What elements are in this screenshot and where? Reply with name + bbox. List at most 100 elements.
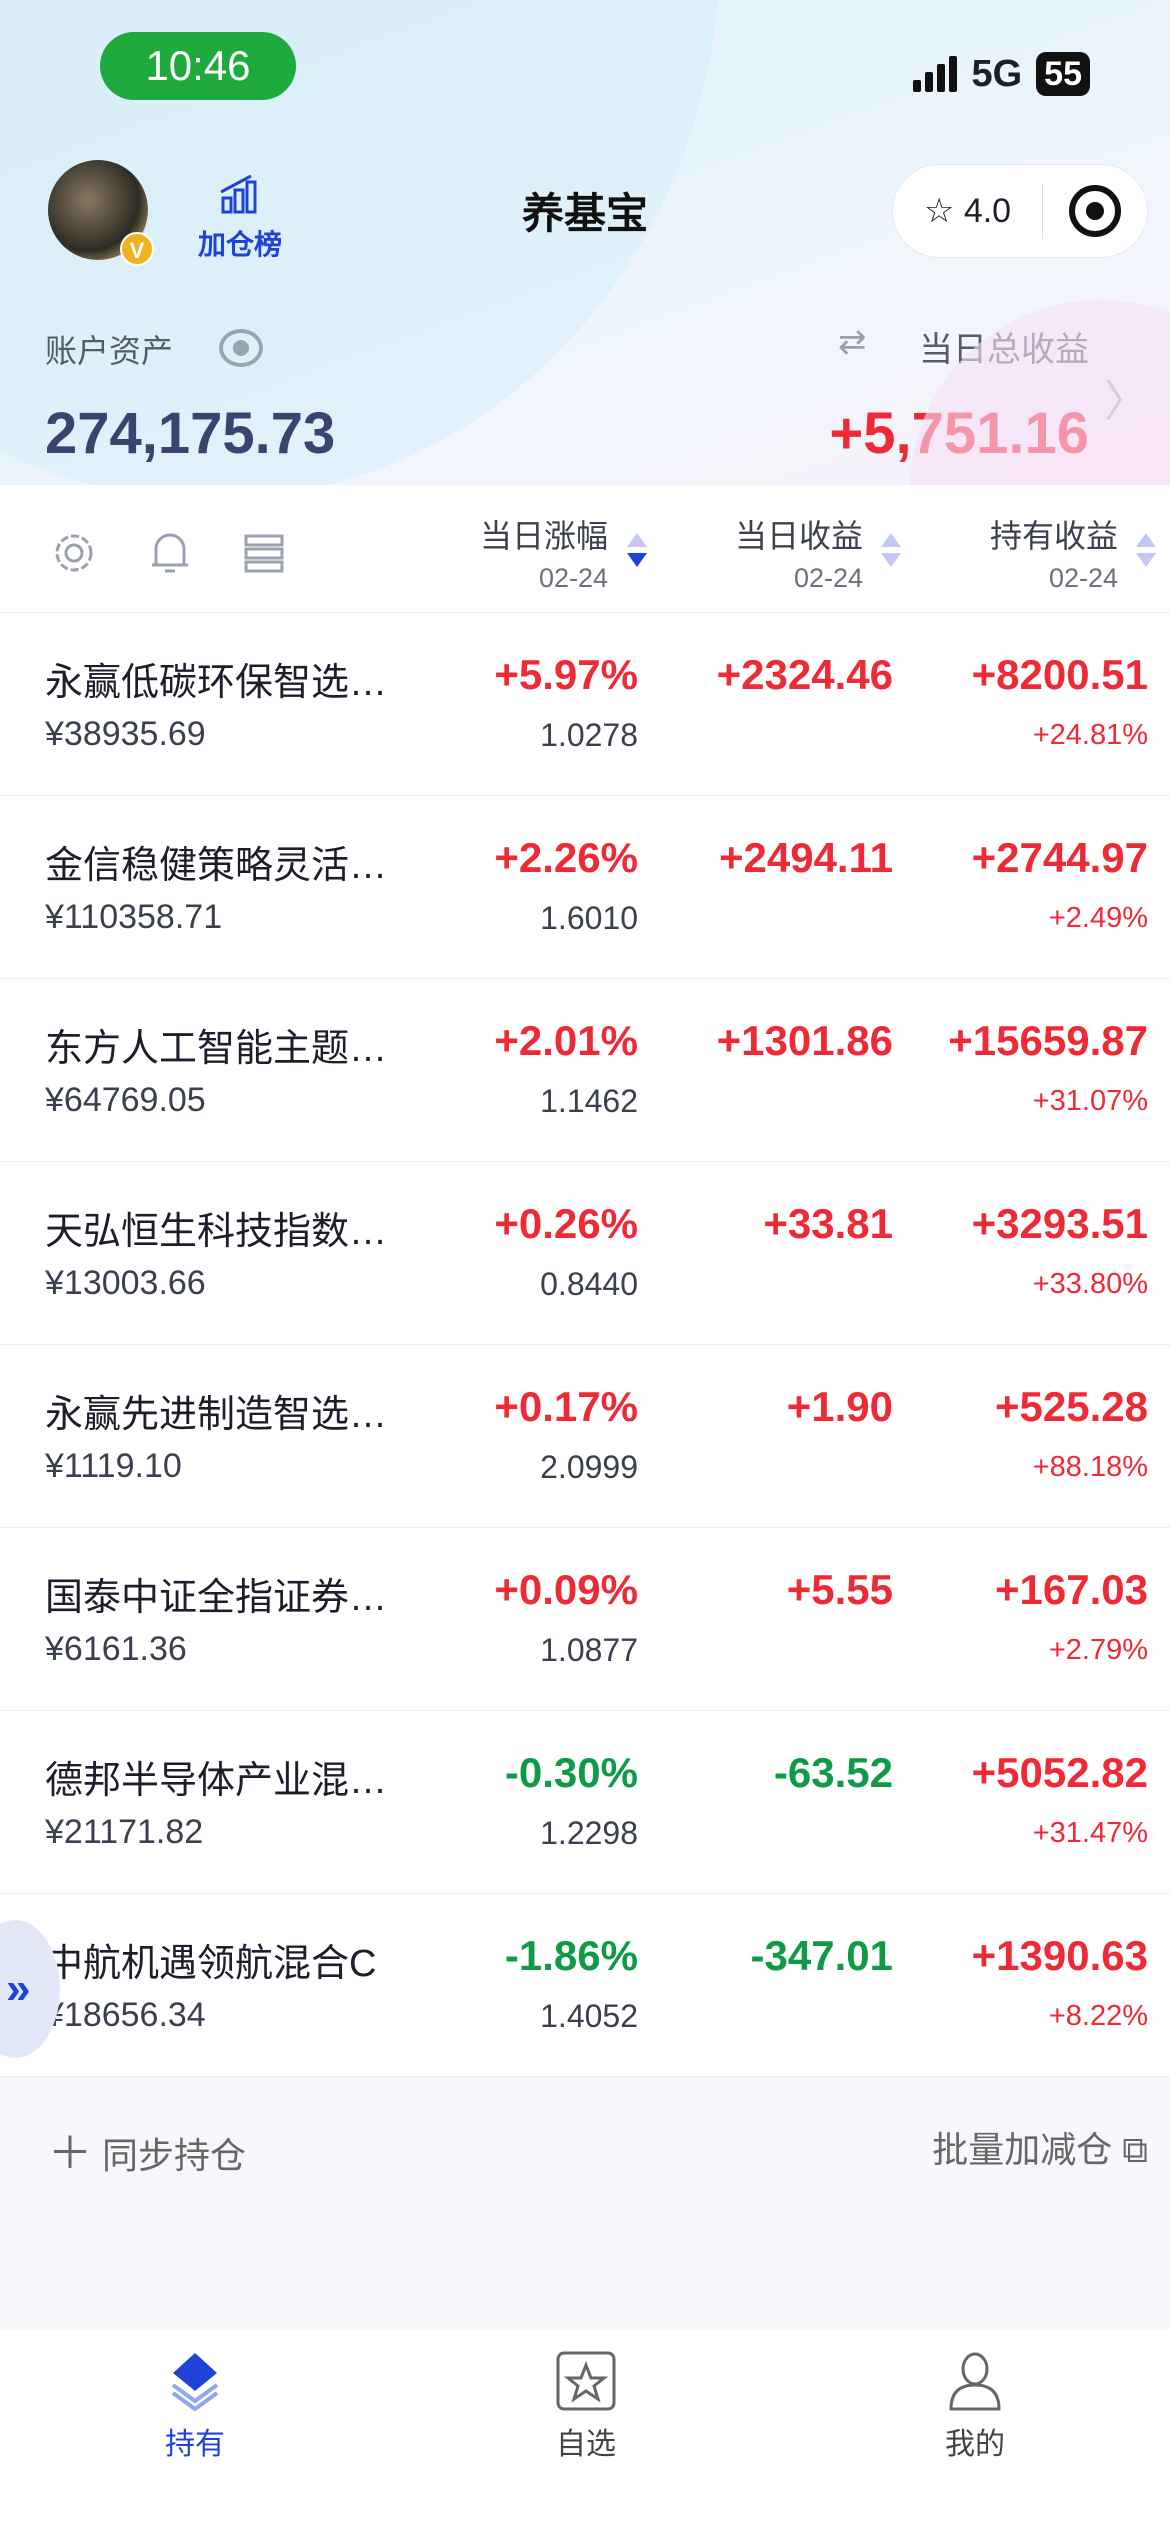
tab-bar: 持有 自选 我的 xyxy=(0,2329,1170,2532)
fund-amount: ¥64769.05 xyxy=(45,1081,206,1119)
daily-change: +2.01% xyxy=(494,1017,638,1064)
fund-row[interactable]: 国泰中证全指证券… ¥6161.36 +0.09% 1.0877 +5.55 +… xyxy=(0,1528,1170,1711)
daily-profit: -347.01 xyxy=(750,1932,893,1979)
settings-icon[interactable] xyxy=(52,531,96,575)
eye-icon[interactable] xyxy=(218,328,264,368)
bar-chart-icon xyxy=(220,174,257,214)
close-target-button[interactable] xyxy=(1043,183,1147,239)
hold-profit: +8200.51 xyxy=(971,651,1148,698)
fund-amount: ¥6161.36 xyxy=(45,1630,187,1668)
fund-name: 德邦半导体产业混… xyxy=(45,1760,388,1802)
hold-profit: +3293.51 xyxy=(971,1200,1148,1247)
hold-profit-pct: +8.22% xyxy=(1048,2000,1148,2032)
hold-profit-pct: +2.49% xyxy=(1048,902,1148,934)
fund-name: 永赢先进制造智选… xyxy=(45,1394,388,1436)
status-time: 10:46 xyxy=(100,32,296,100)
mini-program-capsule: ☆ 4.0 xyxy=(892,164,1148,258)
tab-label: 自选 xyxy=(556,2428,616,2461)
rating-value: 4.0 xyxy=(963,192,1012,230)
swap-icon[interactable]: ⇄ xyxy=(838,323,867,361)
sort-hold-profit[interactable]: 持有收益 02-24 xyxy=(990,511,1118,594)
tab-profile[interactable]: 我的 xyxy=(875,2351,1075,2463)
hold-profit-pct: +31.47% xyxy=(1032,1817,1148,1849)
fund-amount: ¥38935.69 xyxy=(45,715,206,753)
tab-label: 持有 xyxy=(165,2428,225,2461)
daily-profit: +2324.46 xyxy=(716,651,893,698)
daily-change: +2.26% xyxy=(494,834,638,881)
col-date: 02-24 xyxy=(538,563,608,593)
daily-change: +0.17% xyxy=(494,1383,638,1430)
fund-amount: ¥110358.71 xyxy=(45,898,223,936)
sort-arrows-icon[interactable] xyxy=(881,527,901,573)
fund-name: 东方人工智能主题… xyxy=(45,1028,388,1070)
daily-change: -1.86% xyxy=(504,1932,638,1979)
daily-profit: +1301.86 xyxy=(716,1017,893,1064)
fund-name: 天弘恒生科技指数… xyxy=(45,1211,388,1253)
hold-profit-pct: +24.81% xyxy=(1032,719,1148,751)
fund-amount: ¥13003.66 xyxy=(45,1264,206,1302)
fund-row[interactable]: 德邦半导体产业混… ¥21171.82 -0.30% 1.2298 -63.52… xyxy=(0,1711,1170,1894)
fund-row[interactable]: 永赢低碳环保智选… ¥38935.69 +5.97% 1.0278 +2324.… xyxy=(0,613,1170,796)
sort-daily-profit[interactable]: 当日收益 02-24 xyxy=(735,511,863,594)
bell-icon[interactable] xyxy=(148,529,192,577)
table-header: 当日涨幅 02-24 当日收益 02-24 持有收益 02-24 xyxy=(0,485,1170,613)
fund-row[interactable]: 中航机遇领航混合C ¥18656.34 -1.86% 1.4052 -347.0… xyxy=(0,1894,1170,2077)
tab-watchlist[interactable]: 自选 xyxy=(486,2351,686,2463)
daily-change: +0.26% xyxy=(494,1200,638,1247)
fund-nav: 0.8440 xyxy=(540,1266,638,1302)
daily-profit: +1.90 xyxy=(786,1383,893,1430)
sort-arrows-icon[interactable] xyxy=(627,527,647,573)
batch-label: 批量加减仓 xyxy=(932,2129,1113,2170)
sync-holdings-button[interactable]: ＋ 同步持仓 xyxy=(48,2117,246,2181)
hold-profit-pct: +2.79% xyxy=(1048,1634,1148,1666)
hold-profit-pct: +33.80% xyxy=(1032,1268,1148,1300)
sort-arrows-icon[interactable] xyxy=(1136,527,1156,573)
hold-profit: +5052.82 xyxy=(971,1749,1148,1796)
daily-label: 当日总收益 xyxy=(919,331,1089,369)
hold-profit: +167.03 xyxy=(995,1566,1148,1613)
fund-nav: 1.2298 xyxy=(540,1815,638,1851)
hold-profit: +525.28 xyxy=(995,1383,1148,1430)
star-icon: ☆ xyxy=(923,192,955,230)
rank-button[interactable]: 加仓榜 xyxy=(195,172,285,263)
rating-button[interactable]: ☆ 4.0 xyxy=(893,183,1043,239)
tab-holdings[interactable]: 持有 xyxy=(95,2351,295,2463)
rank-label: 加仓榜 xyxy=(197,229,282,260)
plus-icon: ＋ xyxy=(48,2129,92,2178)
fund-nav: 1.6010 xyxy=(540,900,638,936)
fund-nav: 1.4052 xyxy=(540,1998,638,2034)
fund-row[interactable]: 金信稳健策略灵活… ¥110358.71 +2.26% 1.6010 +2494… xyxy=(0,796,1170,979)
list-view-icon[interactable] xyxy=(244,533,284,573)
header: 10:46 5G 55 V 加仓榜 养基宝 ☆ 4.0 账户资产 274,175… xyxy=(0,0,1170,485)
copy-icon: ⧉ xyxy=(1122,2129,1148,2170)
page-title: 养基宝 xyxy=(521,190,648,237)
daily-profit: -63.52 xyxy=(773,1749,893,1796)
daily-profit: +5.55 xyxy=(786,1566,893,1613)
footer-actions: ＋ 同步持仓 批量加减仓 ⧉ xyxy=(0,2077,1170,2329)
fund-row[interactable]: 天弘恒生科技指数… ¥13003.66 +0.26% 0.8440 +33.81… xyxy=(0,1162,1170,1345)
batch-adjust-button[interactable]: 批量加减仓 ⧉ xyxy=(932,2121,1148,2173)
fund-name: 中航机遇领航混合C xyxy=(45,1943,377,1985)
fund-name: 永赢低碳环保智选… xyxy=(45,662,388,704)
fund-amount: ¥18656.34 xyxy=(45,1996,206,2034)
hold-profit: +15659.87 xyxy=(948,1017,1148,1064)
battery-level: 55 xyxy=(1044,55,1082,93)
daily-change: -0.30% xyxy=(504,1749,638,1796)
chevron-right-icon[interactable]: 〉 xyxy=(1104,377,1148,426)
network-label: 5G xyxy=(971,52,1023,95)
hold-profit-pct: +31.07% xyxy=(1032,1085,1148,1117)
fund-row[interactable]: 东方人工智能主题… ¥64769.05 +2.01% 1.1462 +1301.… xyxy=(0,979,1170,1162)
fund-row[interactable]: 永赢先进制造智选… ¥1119.10 +0.17% 2.0999 +1.90 +… xyxy=(0,1345,1170,1528)
target-icon xyxy=(1069,185,1121,237)
sort-daily-change[interactable]: 当日涨幅 02-24 xyxy=(480,511,608,594)
fund-amount: ¥1119.10 xyxy=(45,1447,182,1485)
daily-change: +0.09% xyxy=(494,1566,638,1613)
battery-icon: 55 xyxy=(1036,52,1090,96)
fund-name: 金信稳健策略灵活… xyxy=(45,845,388,887)
col-date: 02-24 xyxy=(1048,563,1118,593)
avatar[interactable]: V xyxy=(48,160,154,266)
hold-profit-pct: +88.18% xyxy=(1032,1451,1148,1483)
fund-nav: 2.0999 xyxy=(540,1449,638,1485)
fund-amount: ¥21171.82 xyxy=(45,1813,204,1851)
vip-badge-icon: V xyxy=(120,232,154,266)
